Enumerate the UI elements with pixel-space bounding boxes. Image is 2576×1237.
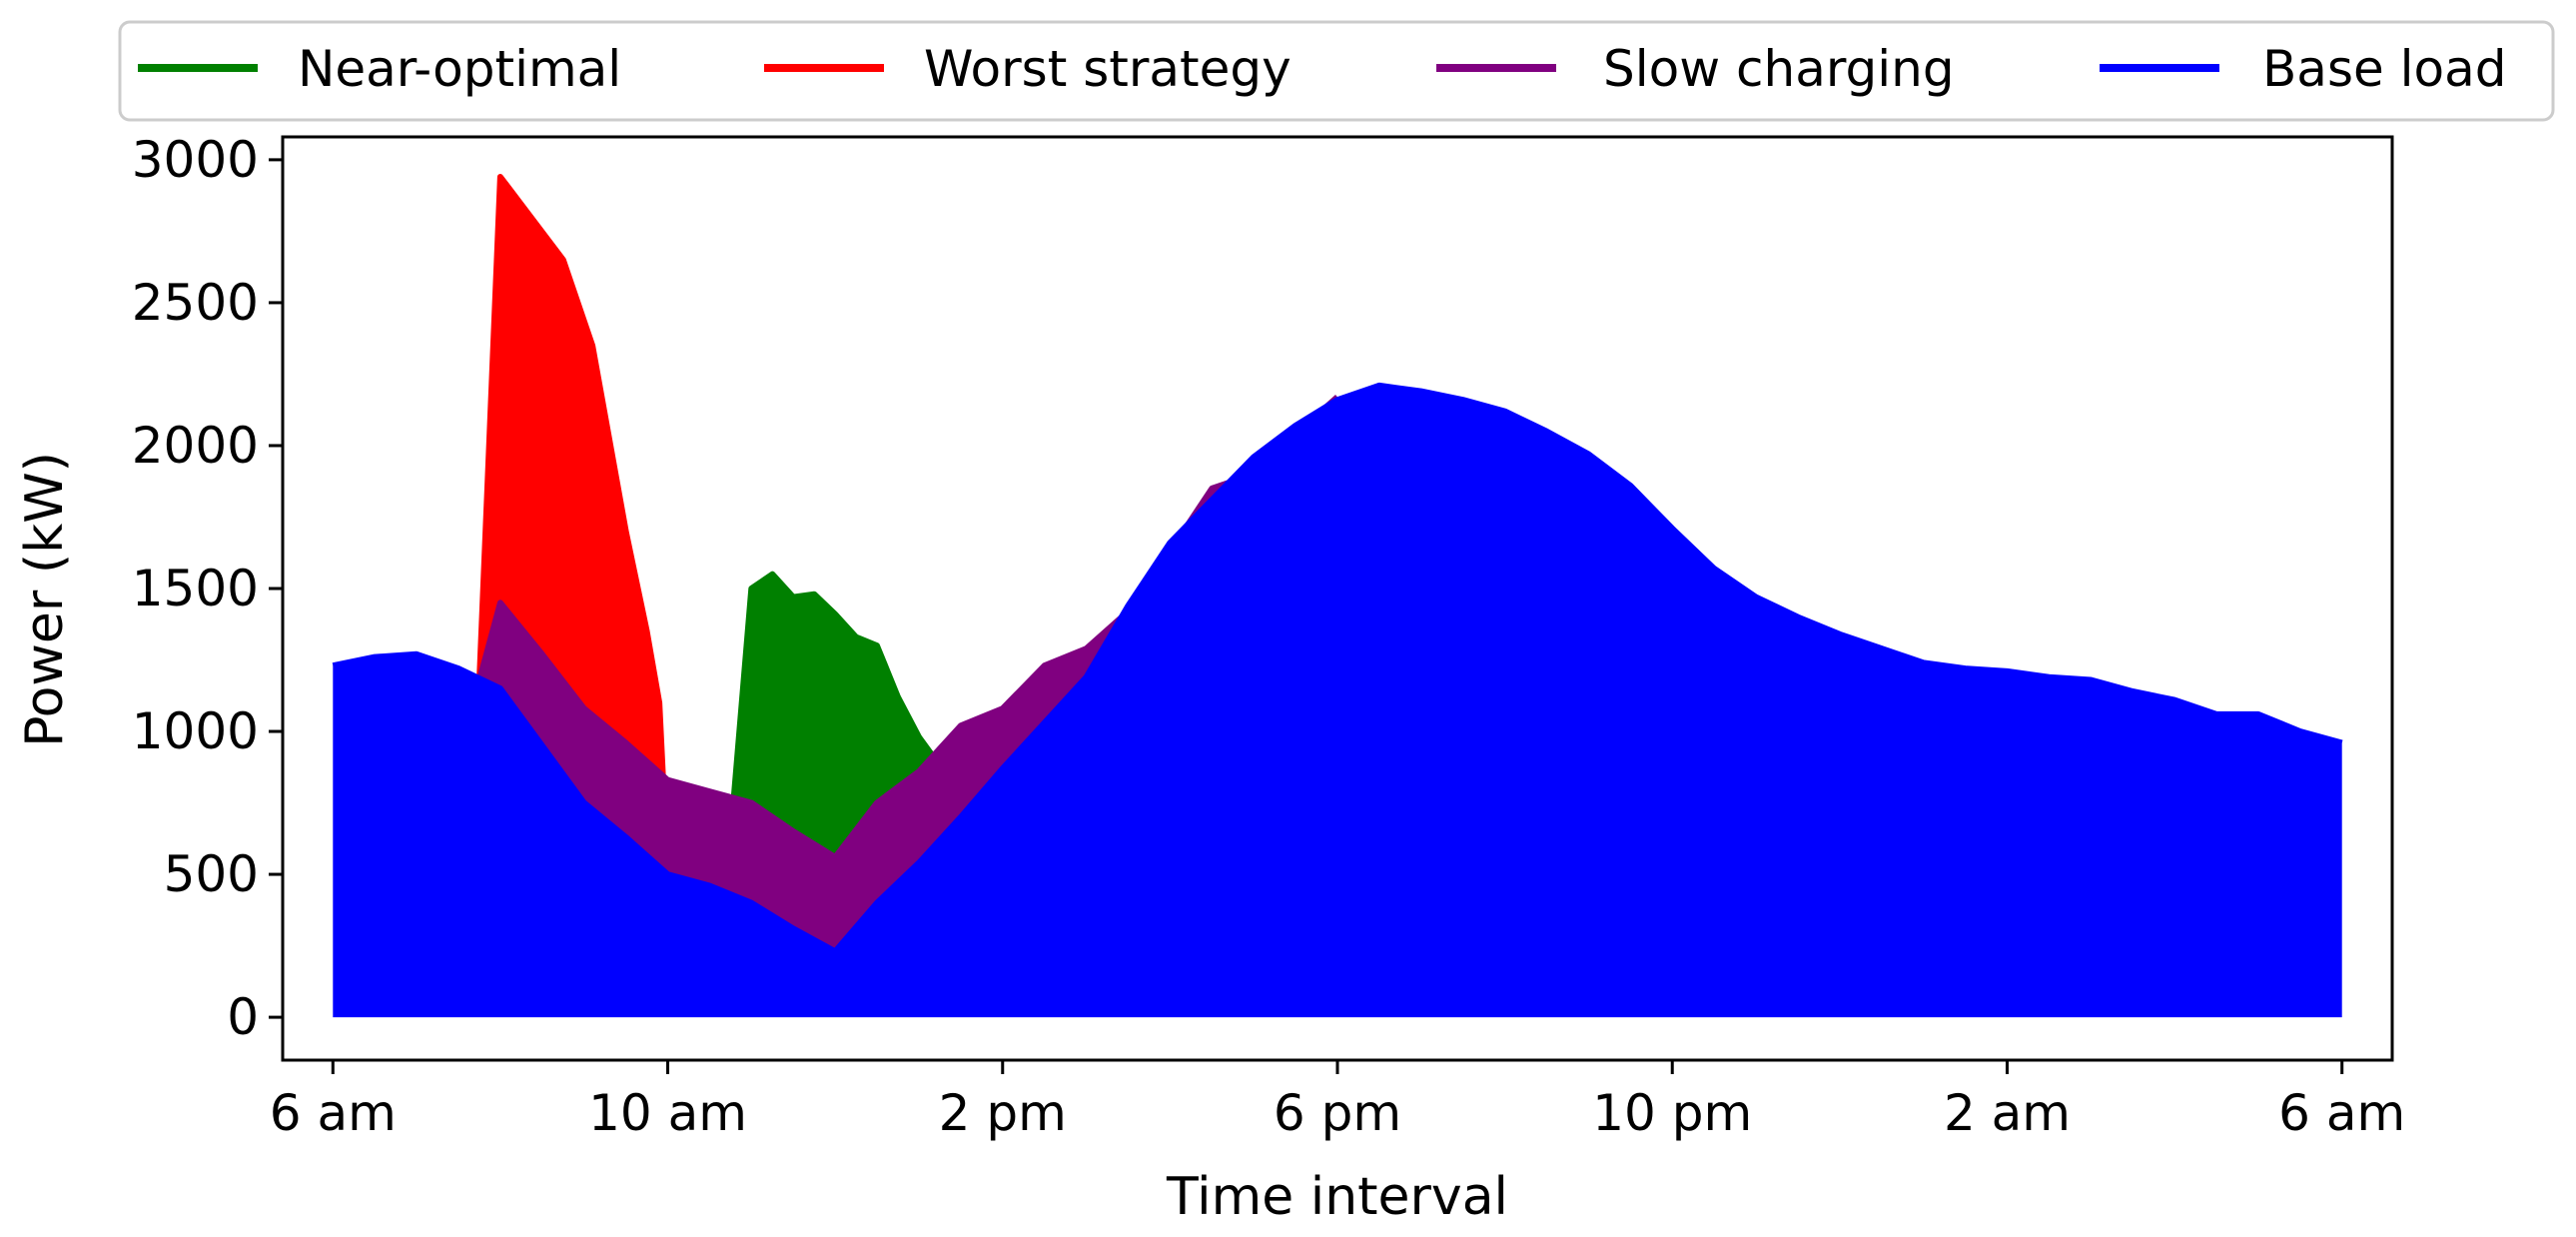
x-tick-label: 6 am [2278,1084,2405,1142]
y-tick-label: 3000 [132,131,259,189]
y-tick-label: 2000 [132,417,259,475]
y-tick-label: 0 [227,988,259,1046]
x-tick-label: 6 am [270,1084,397,1142]
plot-area [332,174,2343,1018]
plot-frame [281,135,2394,1062]
legend-label-worst-strategy: Worst strategy [924,40,1291,98]
x-tick-label: 6 pm [1274,1084,1401,1142]
legend-label-near-optimal: Near-optimal [298,40,621,98]
y-tick-label: 1500 [132,560,259,618]
series-area-slow-charging [479,397,1337,952]
series-line-worst-strategy [476,174,671,875]
x-tick-label: 10 am [588,1084,747,1142]
x-tick-label: 2 am [1944,1084,2071,1142]
legend: Near-optimal Worst strategy Slow chargin… [118,20,2555,122]
legend-label-base-load: Base load [2262,40,2507,98]
axes-ticks: 6 am 10 am 2 pm 6 pm 10 pm 2 am 6 am0500100015… [132,131,2405,1142]
y-tick-label: 2500 [132,274,259,332]
x-tick-label: 2 pm [939,1084,1067,1142]
legend-box [118,20,2555,122]
x-tick-label: 10 pm [1592,1084,1752,1142]
y-axis-title: Power (kW) [15,452,75,747]
series-area-base-load [333,385,2342,1018]
legend-label-slow-charging: Slow charging [1603,40,1955,98]
x-axis-title: Time interval [1166,1167,1508,1227]
y-tick-label: 1000 [132,702,259,760]
y-tick-label: 500 [164,845,259,903]
series-line-base-load [332,382,2343,955]
